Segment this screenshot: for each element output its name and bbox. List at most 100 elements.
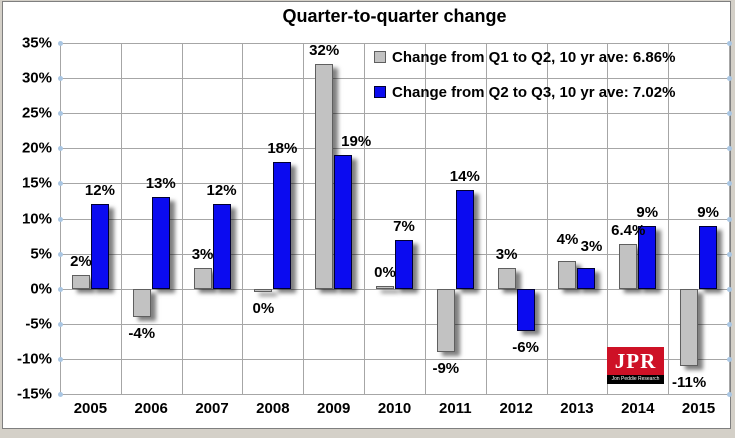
gridline-end-dot [727, 111, 732, 117]
gridline-end-dot [727, 392, 732, 397]
chart-title[interactable]: Quarter-to-quarter change [282, 6, 507, 26]
bar-label-q2q3-2012: -6% [512, 338, 539, 356]
horizontal-gridline [60, 394, 729, 395]
bar-q2q3-2012[interactable] [516, 288, 535, 331]
x-axis-label-2009: 2009 [316, 400, 351, 417]
y-axis-tick-label: 15% [21, 174, 52, 192]
gridline-end-dot [58, 392, 63, 397]
gridline-end-dot [58, 111, 63, 117]
bar-label-q1q2-2005: 2% [70, 252, 92, 270]
y-axis-tick-label: -15% [16, 385, 52, 403]
bar-q2q3-2008[interactable] [273, 162, 292, 289]
gridline-end-dot [727, 76, 732, 82]
horizontal-gridline [60, 358, 729, 360]
jpr-logo-strip: Jon Peddie Research [607, 375, 664, 384]
gridline-end-dot [727, 286, 732, 292]
y-axis-tick-label: 10% [21, 210, 52, 227]
x-axis-label-2011: 2011 [439, 400, 472, 417]
gridline-end-dot [727, 41, 732, 46]
legend-label-q1q2: Change from Q1 to Q2, 10 yr ave: 6.86% [392, 48, 676, 66]
bar-q1q2-2012[interactable] [497, 267, 516, 289]
bar-q1q2-2006[interactable] [132, 288, 151, 317]
bar-q2q3-2015[interactable] [699, 225, 718, 289]
bar-q2q3-2010[interactable] [395, 239, 413, 289]
horizontal-gridline [60, 323, 729, 325]
bar-label-q2q3-2014: 9% [636, 203, 659, 221]
bar-label-q1q2-2007: 3% [191, 245, 214, 263]
gridline-end-dot [727, 216, 732, 222]
horizontal-gridline [60, 288, 729, 290]
x-axis-label-2012: 2012 [499, 400, 533, 417]
bar-q1q2-2015[interactable] [680, 288, 699, 366]
bar-q1q2-2011[interactable] [436, 288, 455, 352]
y-axis-tick-label: 0% [30, 280, 52, 298]
gridline-end-dot [727, 146, 732, 152]
bar-q2q3-2007[interactable] [212, 204, 231, 289]
horizontal-gridline [60, 183, 729, 185]
legend-label-q2q3: Change from Q2 to Q3, 10 yr ave: 7.02% [392, 83, 676, 101]
gridline-end-dot [58, 321, 63, 327]
x-axis-label-2008: 2008 [256, 400, 290, 417]
bar-q2q3-2005[interactable] [90, 204, 109, 289]
gridline-end-dot [727, 356, 732, 362]
x-axis-label-2006: 2006 [134, 400, 168, 417]
gridline-end-dot [727, 181, 732, 187]
bar-label-q1q2-2011: -9% [432, 359, 460, 377]
x-axis-label-2005: 2005 [73, 400, 108, 417]
x-axis-label-2010: 2010 [377, 400, 412, 417]
bar-q1q2-2014[interactable] [619, 243, 638, 289]
horizontal-gridline [60, 78, 729, 80]
bar-q1q2-2009[interactable] [315, 64, 334, 289]
legend-marker-gray-icon [374, 51, 386, 63]
bar-label-q2q3-2013: 3% [580, 237, 603, 255]
legend-item-q2q3[interactable]: Change from Q2 to Q3, 10 yr ave: 7.02% [374, 83, 675, 101]
x-axis-label-2015: 2015 [681, 400, 716, 417]
bar-label-q1q2-2008: 0% [252, 299, 275, 317]
y-axis-tick-label: 5% [30, 245, 52, 263]
bar-q1q2-2007[interactable] [193, 267, 212, 289]
bar-label-q1q2-2006: -4% [128, 324, 156, 342]
y-axis-tick-label: 35% [21, 34, 52, 52]
bar-label-q1q2-2015: -11% [671, 373, 707, 391]
gridline-end-dot [58, 76, 63, 82]
gridline-end-dot [58, 356, 63, 362]
bar-q2q3-2009[interactable] [334, 155, 353, 289]
gridline-end-dot [58, 251, 63, 257]
x-axis-label-2014: 2014 [621, 400, 655, 417]
bar-label-q2q3-2009: 19% [341, 133, 372, 151]
bar-q1q2-2005[interactable] [71, 274, 90, 289]
y-axis-tick-label: -5% [25, 315, 52, 333]
bar-q2q3-2014[interactable] [638, 225, 657, 289]
bar-q1q2-2010[interactable] [376, 285, 394, 289]
gridline-end-dot [58, 146, 63, 152]
gridline-end-dot [58, 216, 63, 222]
horizontal-gridline [60, 218, 729, 220]
bar-label-q1q2-2012: 3% [495, 245, 518, 263]
legend-item-q1q2[interactable]: Change from Q1 to Q2, 10 yr ave: 6.86% [374, 48, 675, 66]
y-axis-tick-label: 25% [21, 104, 52, 122]
gridline-end-dot [58, 41, 63, 46]
bar-label-q2q3-2010: 7% [393, 217, 415, 235]
bar-label-q2q3-2005: 12% [84, 182, 115, 200]
horizontal-gridline [60, 253, 729, 255]
horizontal-gridline [60, 148, 729, 150]
jpr-logo-text: JPR [614, 348, 657, 373]
chart-legend: Change from Q1 to Q2, 10 yr ave: 6.86% C… [374, 48, 675, 118]
y-axis-tick-label: -10% [16, 350, 52, 368]
bar-q1q2-2008[interactable] [254, 288, 273, 292]
bar-label-q1q2-2010: 0% [374, 263, 396, 281]
horizontal-gridline [60, 43, 729, 44]
gridline-end-dot [58, 181, 63, 187]
bar-q2q3-2006[interactable] [151, 197, 170, 289]
bar-label-q1q2-2009: 32% [309, 42, 340, 60]
bar-q1q2-2013[interactable] [558, 260, 577, 289]
bar-label-q1q2-2013: 4% [556, 230, 579, 248]
x-axis-label-2013: 2013 [560, 400, 594, 417]
gridline-end-dot [727, 321, 732, 327]
bar-q2q3-2013[interactable] [577, 267, 596, 289]
bar-label-q2q3-2015: 9% [697, 203, 719, 221]
gridline-end-dot [727, 251, 732, 257]
bar-q2q3-2011[interactable] [455, 190, 474, 289]
jpr-logo-subtext: Jon Peddie Research [611, 376, 660, 382]
horizontal-gridline [60, 113, 729, 115]
